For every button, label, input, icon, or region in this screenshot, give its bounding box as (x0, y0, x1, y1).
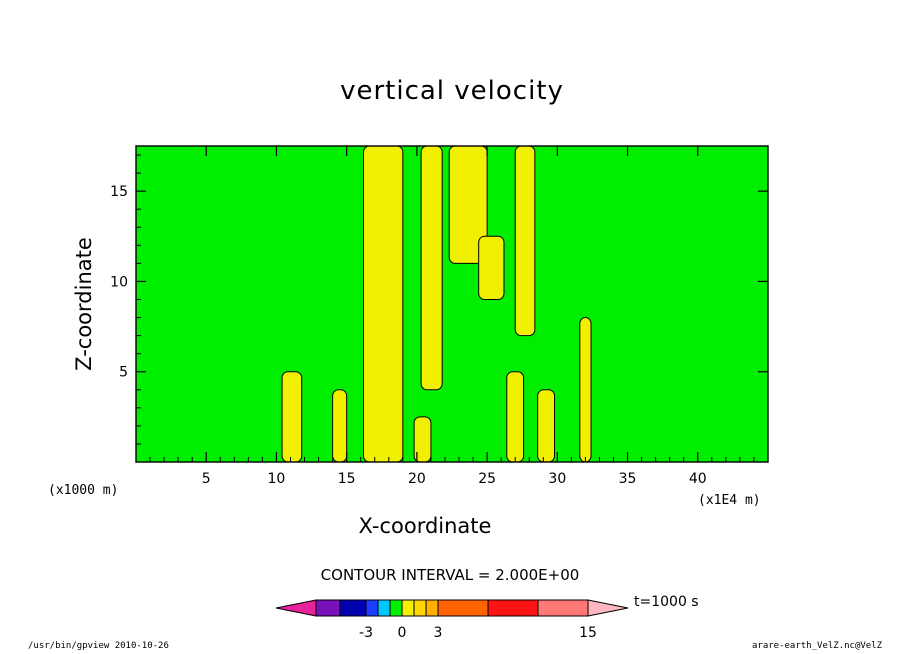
x-tick-label: 20 (408, 471, 426, 487)
contour-region (506, 371, 525, 463)
x-tick-label: 10 (268, 471, 286, 487)
colorbar-segment (365, 599, 379, 617)
colorbar-segment (587, 599, 629, 617)
plot-area (136, 145, 768, 463)
contour-region (579, 317, 592, 463)
x-tick-label: 5 (202, 471, 211, 487)
contour-region (281, 371, 303, 463)
contour-interval-label: CONTOUR INTERVAL = 2.000E+00 (320, 566, 580, 584)
x-tick-label: 15 (338, 471, 356, 487)
colorbar-segment (537, 599, 589, 617)
colorbar-segment (389, 599, 403, 617)
colorbar-segment (401, 599, 415, 617)
x-unit-left-label: (x1000 m) (48, 483, 119, 498)
colorbar-segment (275, 599, 317, 617)
colorbar-segment (425, 599, 439, 617)
contour-region (514, 145, 536, 337)
time-label: t=1000 s (634, 594, 699, 610)
y-tick-label: 10 (110, 274, 128, 290)
colorbar-segment (377, 599, 391, 617)
colorbar: -3 0 3 15 (275, 599, 629, 641)
colorbar-segment (437, 599, 489, 617)
x-tick-label: 25 (478, 471, 496, 487)
contour-region (420, 145, 443, 391)
plot-frame (135, 145, 769, 463)
contour-region (363, 145, 404, 463)
x-tick-label: 40 (689, 471, 707, 487)
y-tick-label: 15 (110, 184, 128, 200)
chart-title: vertical velocity (340, 76, 564, 106)
colorbar-segment (315, 599, 341, 617)
colorbar-tick-label: 0 (398, 625, 407, 641)
colorbar-segment (413, 599, 427, 617)
footer-left-text: /usr/bin/gpview 2010-10-26 (28, 641, 169, 651)
axes: 5 10 15 20 25 30 35 40 5 10 15 (110, 145, 769, 487)
contour-region (332, 389, 348, 463)
colorbar-tick-label: 3 (434, 625, 443, 641)
x-tick-label: 35 (619, 471, 637, 487)
x-unit-right-label: (x1E4 m) (698, 493, 761, 508)
contour-region (537, 389, 556, 463)
colorbar-segment (339, 599, 367, 617)
colorbar-segment (487, 599, 539, 617)
colorbar-tick-label: 15 (579, 625, 597, 641)
y-tick-label: 5 (119, 365, 128, 381)
contour-region (478, 235, 505, 300)
colorbar-tick-label: -3 (359, 625, 373, 641)
x-tick-label: 30 (548, 471, 566, 487)
footer-right-text: arare-earth_VelZ.nc@VelZ (752, 641, 883, 651)
x-axis-label: X-coordinate (358, 514, 492, 538)
